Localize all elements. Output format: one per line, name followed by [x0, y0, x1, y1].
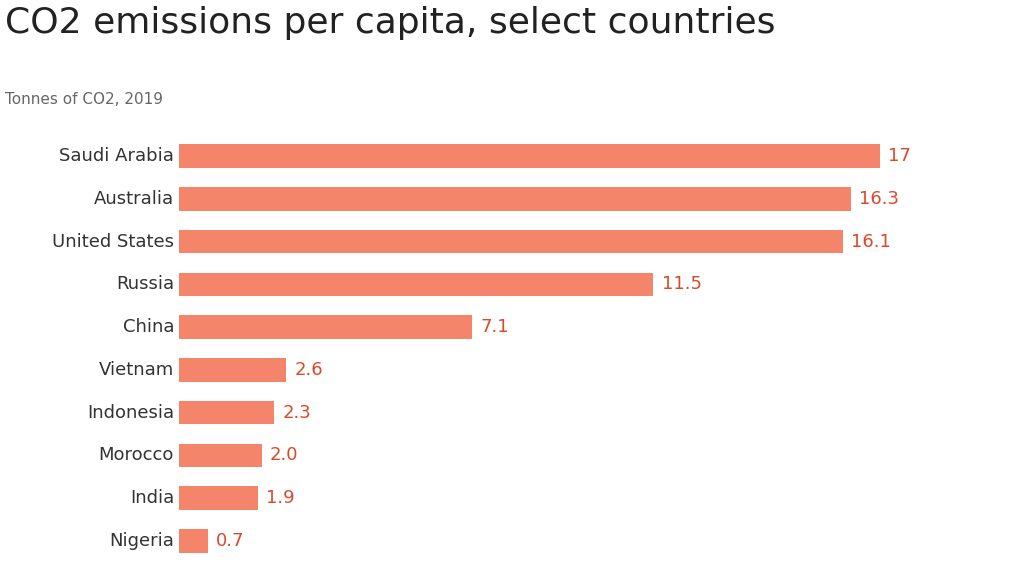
Text: Indonesia: Indonesia [87, 404, 174, 422]
Text: Vietnam: Vietnam [99, 361, 174, 379]
Text: India: India [130, 489, 174, 507]
Bar [179, 486, 257, 510]
Bar [179, 230, 843, 253]
Text: 2.6: 2.6 [295, 361, 324, 379]
Text: Saudi Arabia: Saudi Arabia [59, 147, 174, 165]
Bar [179, 401, 274, 425]
Bar [179, 144, 880, 168]
Text: United States: United States [52, 233, 174, 251]
Text: Tonnes of CO2, 2019: Tonnes of CO2, 2019 [5, 92, 163, 107]
Bar [179, 529, 208, 553]
Text: Morocco: Morocco [98, 446, 174, 464]
Text: 11.5: 11.5 [662, 275, 701, 293]
Bar [179, 444, 262, 467]
Text: Australia: Australia [94, 190, 174, 208]
Text: 16.3: 16.3 [859, 190, 899, 208]
Text: 17: 17 [888, 147, 911, 165]
Bar [179, 358, 287, 382]
Bar [179, 315, 472, 339]
Text: 7.1: 7.1 [480, 318, 509, 336]
Text: 2.0: 2.0 [270, 446, 298, 464]
Text: CO2 emissions per capita, select countries: CO2 emissions per capita, select countri… [5, 6, 775, 40]
Bar [179, 187, 851, 211]
Text: 0.7: 0.7 [216, 532, 245, 550]
Text: 2.3: 2.3 [283, 404, 311, 422]
Text: Russia: Russia [116, 275, 174, 293]
Text: Nigeria: Nigeria [110, 532, 174, 550]
Text: China: China [123, 318, 174, 336]
Bar [179, 272, 653, 296]
Text: 1.9: 1.9 [266, 489, 294, 507]
Text: 16.1: 16.1 [851, 233, 891, 251]
